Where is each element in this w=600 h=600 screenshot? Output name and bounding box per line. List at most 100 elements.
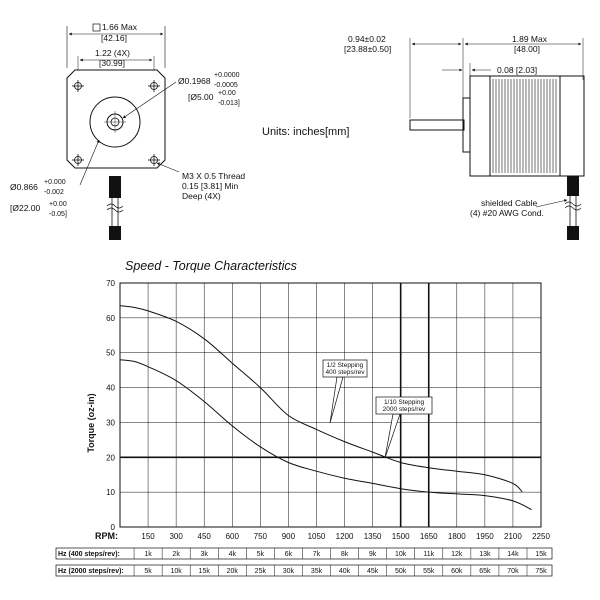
body-length-text: 1.89 Max: [512, 34, 548, 44]
callout-pointer: [329, 376, 344, 424]
hz-cell: 20k: [227, 568, 239, 575]
thread-line1-text: M3 X 0.5 Thread: [182, 171, 245, 181]
pilot-mm-plus-text: +0.00: [49, 201, 67, 208]
hz-cell: 10k: [170, 568, 182, 575]
callout-line1: 1/10 Stepping: [384, 399, 425, 406]
y-tick-label: 40: [106, 384, 115, 393]
units-text: Units: inches[mm]: [262, 126, 349, 138]
hz-cell: 6k: [285, 551, 293, 558]
chart-title: Speed - Torque Characteristics: [125, 259, 297, 273]
flange-text: 0.08 [2.03]: [497, 65, 537, 75]
callout-line1: 1/2 Stepping: [327, 362, 364, 369]
x-axis-label: RPM:: [95, 531, 118, 541]
x-tick-label: 300: [169, 532, 183, 541]
hz-cell: 35k: [311, 568, 323, 575]
y-tick-label: 70: [106, 279, 115, 288]
x-tick-label: 150: [141, 532, 155, 541]
x-tick-label: 1650: [420, 532, 438, 541]
pilot-plus-text: +0.000: [44, 179, 66, 186]
side-view: [409, 38, 585, 240]
hz-cell: 70k: [507, 568, 519, 575]
hz-cell: 4k: [229, 551, 237, 558]
pilot-mm-minus-text: -0.05]: [49, 211, 67, 218]
shaft-dia-mm-text: [Ø5.00: [188, 92, 214, 102]
speed-torque-chart: 150 300 450 600 750 900 1050 1200 1350 1500 1650 18…: [55, 279, 553, 577]
x-tick-label: 1950: [476, 532, 494, 541]
shaft-mm-minus-text: -0.013]: [218, 100, 240, 107]
mount-hole: [148, 154, 160, 166]
x-tick-label: 1350: [364, 532, 382, 541]
hz-cell: 3k: [200, 551, 208, 558]
hz-cell: 14k: [507, 551, 519, 558]
y-tick-label: 10: [106, 488, 115, 497]
x-tick-label: 750: [254, 532, 268, 541]
hole-spacing-text: 1.22 (4X): [95, 48, 130, 58]
pilot-dia-mm-text: [Ø22.00: [10, 203, 41, 213]
shaft-length-mm-text: [23.88±0.50]: [344, 44, 391, 54]
torque-curve-tenth-step: [119, 359, 532, 511]
y-tick-label: 30: [106, 418, 115, 427]
mount-hole: [72, 154, 84, 166]
pilot-dia-text: Ø0.866: [10, 182, 38, 192]
hz-cell: 12k: [451, 551, 463, 558]
hz-cell: 65k: [479, 568, 491, 575]
hz-cell: 60k: [451, 568, 463, 575]
x-tick-label: 1800: [448, 532, 466, 541]
x-tick-label: 1200: [336, 532, 354, 541]
shaft-tol-minus-text: -0.0005: [214, 82, 238, 89]
hz-cell: 40k: [339, 568, 351, 575]
hz-cell: 30k: [283, 568, 295, 575]
mount-hole: [72, 80, 84, 92]
hz-cell: 5k: [144, 568, 152, 575]
hz-cell: 75k: [535, 568, 547, 575]
hz-cell: 25k: [255, 568, 267, 575]
x-tick-label: 2100: [504, 532, 522, 541]
hz-cell: 15k: [535, 551, 547, 558]
x-tick-label: 900: [282, 532, 296, 541]
hz-cell: 55k: [423, 568, 435, 575]
x-tick-label: 450: [198, 532, 212, 541]
hz-row-frame: [55, 547, 553, 560]
x-tick-label: 2250: [532, 532, 550, 541]
hz-cell: 45k: [367, 568, 379, 575]
body-length-mm-text: [48.00]: [514, 44, 540, 54]
y-tick-label: 50: [106, 349, 115, 358]
cable-line1-text: shielded Cable: [481, 198, 538, 208]
hz-cell: 11k: [423, 551, 434, 558]
front-view: [66, 23, 180, 240]
callout-line2: 2000 steps/rev: [383, 406, 426, 413]
shaft-length-text: 0.94±0.02: [348, 34, 386, 44]
width-dim-text: 1.66 Max: [102, 22, 138, 32]
hz-cell: 15k: [199, 568, 211, 575]
y-axis-label: Torque (oz-in): [86, 393, 96, 452]
y-tick-label: 60: [106, 314, 115, 323]
pilot-minus-text: -0.002: [44, 189, 64, 196]
callout-box: [322, 359, 368, 378]
cable-line2-text: (4) #20 AWG Cond.: [470, 208, 544, 218]
shaft-tol-plus-text: +0.0000: [214, 72, 240, 79]
callout-box: [375, 396, 433, 415]
callout-line2: 400 steps/rev: [325, 369, 365, 376]
hz-cell: 5k: [257, 551, 265, 558]
hz-cell: 10k: [395, 551, 407, 558]
hz-cell: 9k: [369, 551, 377, 558]
width-dim-mm-text: [42.16]: [101, 33, 127, 43]
hz-cell: 13k: [479, 551, 491, 558]
hz-row-label: Hz (2000 steps/rev):: [58, 568, 124, 575]
mount-hole: [148, 80, 160, 92]
hz-cell: 8k: [341, 551, 349, 558]
hz-row-label: Hz (400 steps/rev):: [58, 551, 120, 558]
hz-cell: 50k: [395, 568, 407, 575]
plot-frame: [119, 282, 542, 528]
x-tick-label: 600: [226, 532, 240, 541]
hole-spacing-mm-text: [30.99]: [99, 58, 125, 68]
thread-line3-text: Deep (4X): [182, 191, 221, 201]
shaft-mm-plus-text: +0.00: [218, 90, 236, 97]
callout-pointer: [384, 413, 401, 459]
hz-row-frame: [55, 564, 553, 577]
hz-cell: 7k: [313, 551, 321, 558]
y-tick-label: 0: [111, 523, 116, 532]
torque-curve-half-step: [119, 305, 523, 493]
x-tick-label: 1050: [308, 532, 326, 541]
